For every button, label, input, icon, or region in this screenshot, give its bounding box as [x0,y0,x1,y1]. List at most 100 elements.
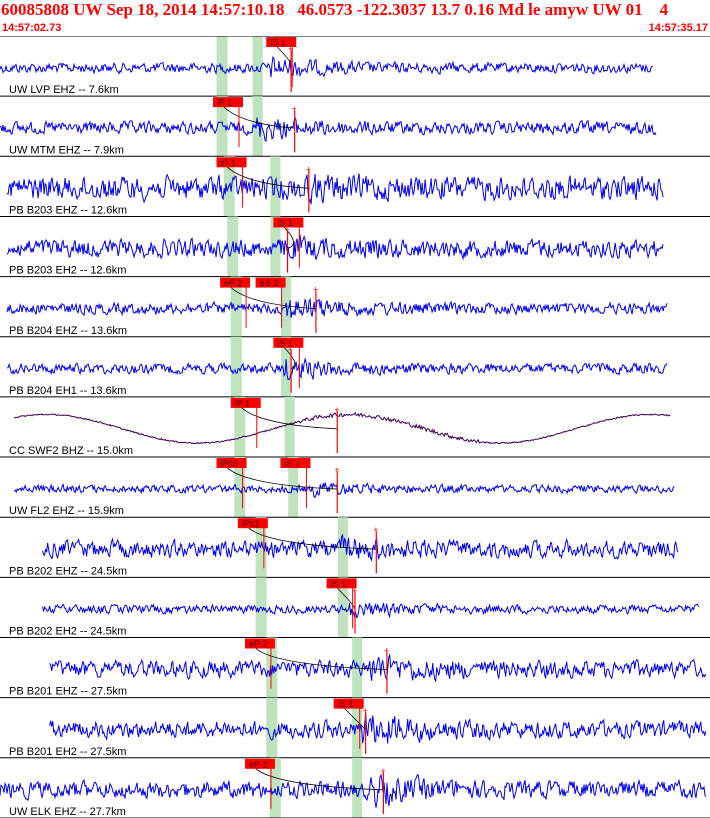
pick-plus-10: + [384,646,389,656]
pick-plus-5: + [288,345,293,355]
pick-flag-3-0 [273,217,304,228]
station-label-6: CC SWF2 BHZ -- 15.0km [9,445,133,457]
pick-plus-3: + [285,224,290,234]
pick-label-7-1: iS 1 [284,459,300,469]
event-title: 60085808 UW Sep 18, 2014 14:57:10.18 46.… [1,0,669,19]
pick-band-p-4 [230,276,242,337]
station-label-8: PB B202 EHZ -- 24.5km [9,565,127,577]
pick-plus-11: + [363,706,368,716]
travel-time-curve-11 [343,707,366,730]
pick-plus-0: + [288,44,293,54]
pick-flag-10-0 [244,638,275,649]
pick-flag-8-0 [237,518,268,529]
pick-plus-9: + [352,585,357,595]
waveform-trace-0 [0,55,653,78]
pick-band-p-1 [216,96,228,157]
pick-plus-1: + [292,104,297,114]
pick-band-s-2 [270,156,281,217]
pick-flag-12-0 [244,758,275,769]
pick-band-s-0 [252,36,263,97]
pick-band-p-6 [234,396,246,458]
waveform-trace-12 [0,773,707,808]
pick-flag-4-0 [220,277,251,288]
pick-flag-5-0 [273,337,304,348]
travel-time-curve-12 [254,767,384,791]
pick-plus-12: + [380,766,385,776]
pick-label-8-0: iPc1 [242,519,260,529]
station-label-10: PB B201 EHZ -- 27.5km [9,686,127,698]
waveform-trace-4 [6,297,668,318]
pick-band-s-7 [288,457,299,518]
pick-flag-6-0 [230,397,261,408]
pick-label-11-0: iS 1 [338,699,354,709]
pick-band-p-12 [269,757,281,818]
travel-time-curve-1 [222,105,295,129]
travel-time-curve-5 [283,346,296,370]
pick-label-4-0: eP 2 [224,278,242,288]
travel-time-curve-10 [254,647,387,670]
station-label-4: PB B204 EHZ -- 13.6km [9,325,127,337]
pick-flag-2-0 [216,157,247,168]
pick-band-p-3 [227,216,239,277]
pick-flag-0-0 [266,37,297,47]
waveform-trace-8 [42,533,679,562]
station-label-7: UW FL2 EHZ -- 15.9km [9,505,124,517]
pick-flag-1-0 [213,97,243,108]
pick-flag-4-1 [255,277,286,288]
travel-time-curve-4 [229,286,316,309]
travel-time-curve-3 [283,226,294,249]
plot-header: 60085808 UW Sep 18, 2014 14:57:10.18 46.… [0,0,710,36]
time-start-label: 14:57:02.73 [2,22,62,34]
station-label-9: PB B202 EH2 -- 24.5km [9,626,126,638]
station-label-0: UW LVP EHZ -- 7.6km [9,84,119,96]
station-label-3: PB B203 EH2 -- 12.6km [9,265,126,277]
waveform-trace-5 [6,357,668,380]
waveform-trace-3 [6,234,664,261]
pick-band-s-10 [352,637,363,698]
pick-flag-9-0 [326,578,357,589]
pick-label-10-0: eP 2 [249,639,267,649]
pick-plus-2: + [306,164,311,174]
pick-plus-8: + [373,525,378,535]
waveform-trace-9 [42,602,700,619]
waveform-trace-2 [6,173,664,205]
pick-band-s-6 [284,396,295,458]
pick-band-s-12 [352,757,363,818]
pick-label-5-0: iS 1 [277,338,293,348]
time-end-label: 14:57:35.17 [648,22,708,34]
pick-band-p-5 [230,336,242,397]
waveform-trace-7 [13,482,675,498]
pick-flag-7-1 [280,458,311,469]
pick-band-p-11 [266,697,278,758]
station-label-2: PB B203 EHZ -- 12.6km [9,204,127,216]
pick-band-s-9 [337,577,348,638]
pick-band-p-10 [266,637,278,698]
seismogram-plot[interactable]: +iS 1UW LVP EHZ -- 7.6km+iP 1UW MTM EHZ … [0,36,710,818]
pick-flag-7-0 [216,458,247,469]
travel-time-curve-6 [240,406,338,430]
pick-band-p-7 [234,457,246,518]
waveform-trace-1 [0,116,657,143]
station-label-12: UW ELK EHZ -- 27.7km [9,806,126,818]
pick-label-6-0: iP 1 [235,398,250,408]
pick-label-3-0: iS 1 [277,218,293,228]
travel-time-curve-7 [226,466,338,490]
pick-plus-7: + [334,465,339,475]
waveform-trace-11 [49,713,707,744]
pick-flag-11-0 [333,698,364,709]
pick-label-7-0: iPc0 [221,459,239,469]
waveform-trace-10 [49,654,707,682]
pick-label-4-1: eS 2 [260,278,279,288]
waveform-trace-6 [13,411,671,445]
travel-time-curve-8 [247,526,377,550]
pick-plus-4: + [313,285,318,295]
station-label-5: PB B204 EH1 -- 13.6km [9,385,126,397]
pick-label-2-0: iP 1 [221,158,236,168]
pick-label-0-0: iS 1 [270,38,286,48]
station-label-1: UW MTM EHZ -- 7.9km [9,144,124,156]
pick-label-1-0: iP 1 [217,98,232,108]
pick-label-12-0: eP 2 [249,759,267,769]
travel-time-curve-2 [226,166,309,189]
pick-label-9-0: iS 1 [331,579,347,589]
pick-plus-6: + [334,405,339,415]
